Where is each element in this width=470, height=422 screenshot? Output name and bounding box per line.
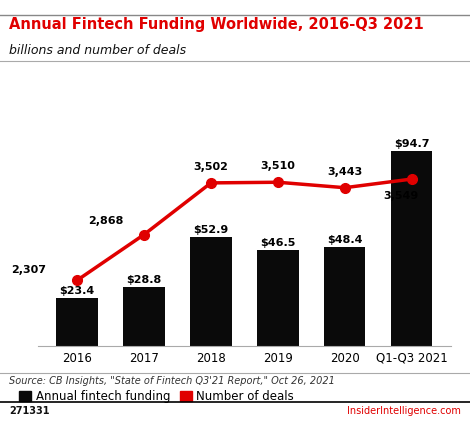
- Bar: [257, 251, 298, 346]
- Text: InsiderIntelligence.com: InsiderIntelligence.com: [347, 406, 461, 416]
- Text: 2,307: 2,307: [12, 265, 47, 275]
- Text: 3,549: 3,549: [383, 191, 418, 201]
- Bar: [391, 151, 432, 346]
- Text: billions and number of deals: billions and number of deals: [9, 44, 187, 57]
- Text: $28.8: $28.8: [126, 275, 162, 285]
- Text: $46.5: $46.5: [260, 238, 296, 249]
- Text: 3,443: 3,443: [327, 167, 362, 176]
- Text: Annual Fintech Funding Worldwide, 2016-Q3 2021: Annual Fintech Funding Worldwide, 2016-Q…: [9, 17, 424, 32]
- Text: 271331: 271331: [9, 406, 50, 416]
- Text: 3,502: 3,502: [194, 162, 228, 172]
- Text: 2,868: 2,868: [88, 216, 123, 226]
- Legend: Annual fintech funding, Number of deals: Annual fintech funding, Number of deals: [15, 385, 299, 408]
- Text: $48.4: $48.4: [327, 235, 362, 244]
- Text: $94.7: $94.7: [394, 139, 430, 149]
- Bar: [123, 287, 165, 346]
- Text: Source: CB Insights, "State of Fintech Q3'21 Report," Oct 26, 2021: Source: CB Insights, "State of Fintech Q…: [9, 376, 335, 387]
- Bar: [190, 237, 232, 346]
- Bar: [324, 246, 366, 346]
- Text: $52.9: $52.9: [193, 225, 228, 235]
- Text: 3,510: 3,510: [260, 161, 295, 171]
- Text: $23.4: $23.4: [60, 286, 95, 296]
- Bar: [56, 298, 98, 346]
